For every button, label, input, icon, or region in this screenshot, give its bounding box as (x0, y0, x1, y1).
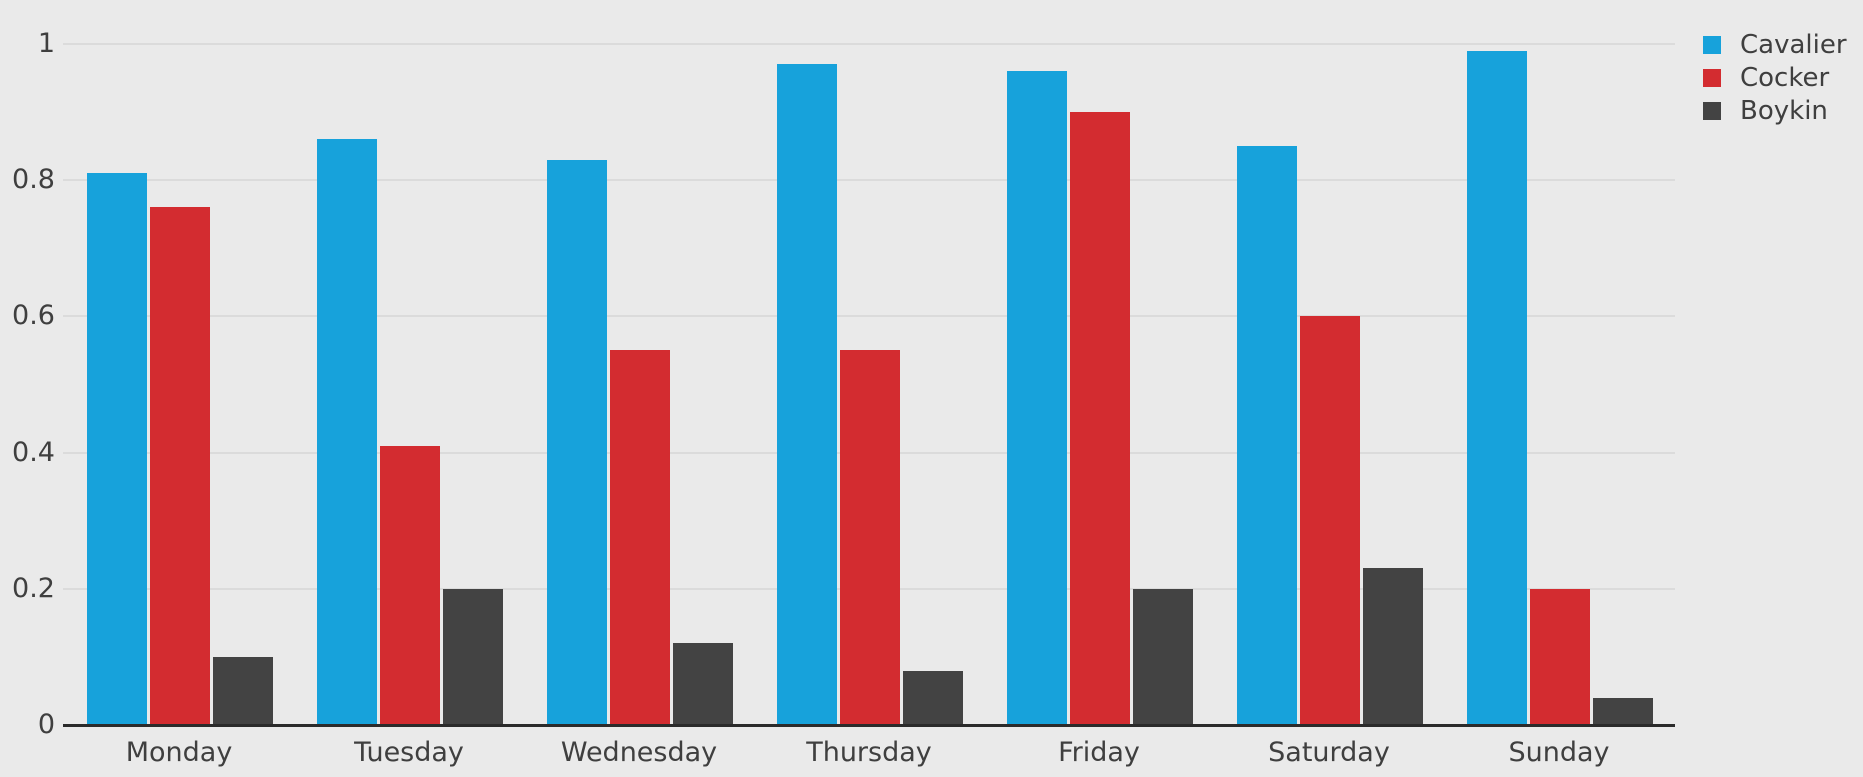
bar-cocker-wednesday (610, 350, 670, 725)
legend-item-cocker: Cocker (1703, 61, 1847, 94)
bar-cavalier-saturday (1237, 146, 1297, 725)
y-tick-label: 0 (37, 709, 55, 740)
x-tick-label: Sunday (1508, 737, 1610, 768)
legend: Cavalier Cocker Boykin (1703, 28, 1847, 127)
x-tick-label: Saturday (1268, 737, 1390, 768)
legend-item-boykin: Boykin (1703, 94, 1847, 127)
bar-boykin-friday (1133, 589, 1193, 725)
bar-cavalier-thursday (777, 64, 837, 725)
x-tick-label: Wednesday (560, 737, 718, 768)
bar-cavalier-tuesday (317, 139, 377, 725)
bar-cavalier-sunday (1467, 51, 1527, 725)
bar-boykin-thursday (903, 671, 963, 725)
boykin-swatch-icon (1703, 101, 1721, 120)
legend-label: Cocker (1740, 62, 1830, 93)
bar-boykin-saturday (1363, 568, 1423, 725)
bar-cavalier-friday (1007, 71, 1067, 725)
gridline (63, 43, 1675, 45)
y-tick-label: 0.8 (12, 164, 55, 196)
cocker-swatch-icon (1703, 68, 1721, 87)
bar-boykin-monday (213, 657, 273, 725)
bar-cavalier-wednesday (547, 160, 607, 725)
cavalier-swatch-icon (1703, 35, 1721, 54)
bar-boykin-wednesday (673, 643, 733, 725)
bar-cocker-sunday (1530, 589, 1590, 725)
x-tick-label: Monday (125, 737, 233, 768)
bar-cocker-monday (150, 207, 210, 725)
gridline (63, 179, 1675, 182)
y-tick-label: 0.2 (12, 572, 55, 604)
x-tick-label: Thursday (806, 737, 932, 768)
y-tick-label: 1 (37, 28, 55, 59)
bar-cocker-tuesday (380, 446, 440, 725)
bar-cocker-friday (1070, 112, 1130, 725)
x-tick-label: Tuesday (354, 737, 464, 768)
bar-boykin-tuesday (443, 589, 503, 725)
bar-cavalier-monday (87, 173, 147, 725)
bar-cocker-saturday (1300, 316, 1360, 725)
y-tick-label: 0.4 (12, 436, 55, 468)
bar-cocker-thursday (840, 350, 900, 725)
legend-item-cavalier: Cavalier (1703, 28, 1847, 61)
x-axis-line (63, 724, 1675, 727)
bar-boykin-sunday (1593, 698, 1653, 725)
y-tick-label: 0.6 (12, 300, 55, 332)
legend-label: Boykin (1740, 95, 1828, 126)
x-tick-label: Friday (1058, 737, 1140, 768)
legend-label: Cavalier (1740, 29, 1847, 60)
gridline (63, 315, 1675, 318)
